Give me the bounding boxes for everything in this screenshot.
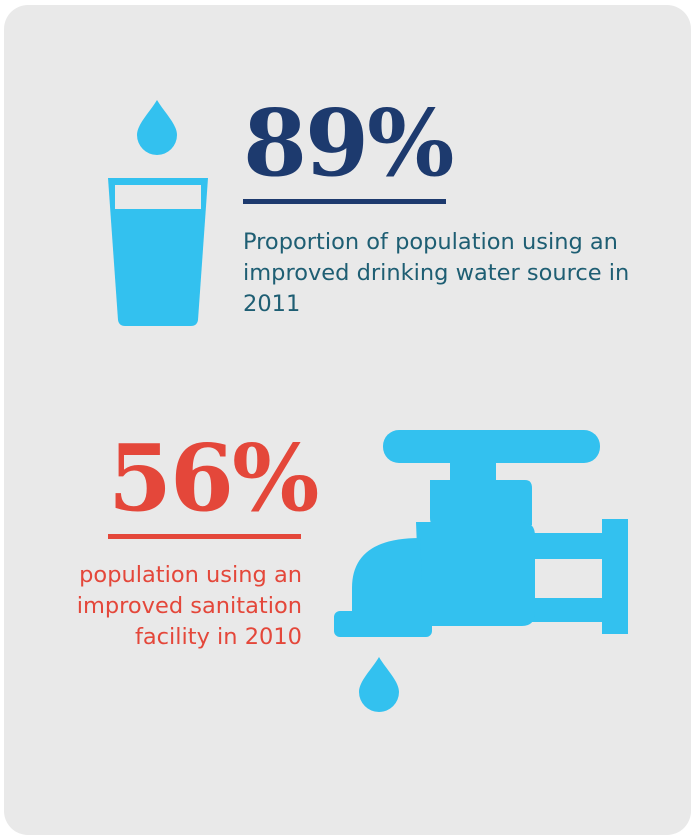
water-tap-icon: [334, 430, 628, 637]
infographic-card: [4, 5, 691, 835]
divider: [108, 534, 301, 539]
divider: [243, 199, 446, 204]
water-drop-icon: [137, 100, 177, 155]
drinking-water-percentage: 89%: [243, 89, 454, 197]
water-glass-icon: [108, 178, 208, 326]
water-drop-icon: [359, 657, 399, 712]
sanitation-percentage: 56%: [108, 424, 319, 532]
drinking-water-description: Proportion of population using an improv…: [243, 229, 630, 317]
sanitation-description: population using an improved sanitation …: [76, 562, 302, 650]
